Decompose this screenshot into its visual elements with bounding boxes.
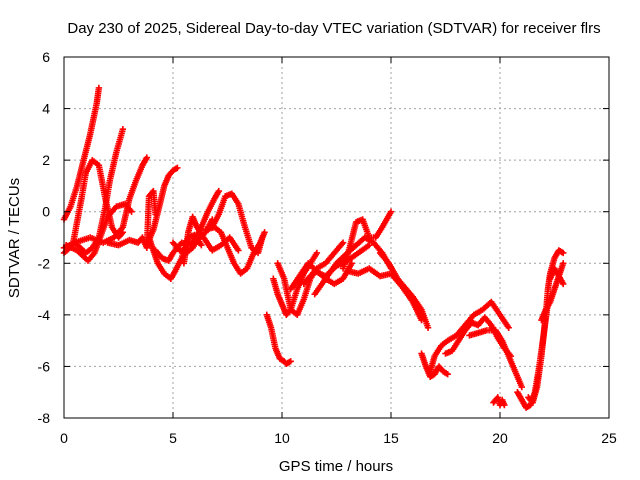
series-sat-track-1 [60,84,103,223]
y-tick-label: 4 [42,101,50,117]
x-tick-label: 15 [383,430,399,446]
series-sat-track-21 [344,265,425,324]
plot-frame [63,56,610,419]
data-point [261,229,268,236]
x-axis-title: GPS time / hours [279,458,393,475]
data-point [287,358,294,365]
y-tick-label: -2 [38,255,51,271]
series-sat-track-14 [263,311,294,368]
x-tick-label: 5 [169,430,177,446]
data-point [339,239,347,246]
series-sat-track-23 [418,350,451,380]
series-sat-track-6 [104,187,159,252]
data-point [366,242,373,249]
y-tick-label: -8 [38,410,51,426]
data-point [143,154,151,161]
x-tick-label: 10 [274,430,290,446]
x-tick-label: 25 [601,430,617,446]
series-sat-track-13 [209,190,266,257]
data-point [560,280,567,288]
data-point [560,260,567,267]
series-sat-track-26 [466,327,525,391]
series-sat-track-5 [71,154,151,246]
data-point [259,234,266,241]
data-point [444,370,451,378]
x-tick-label: 20 [492,430,508,446]
data-point [501,401,508,409]
data-point [424,324,432,331]
series-sat-track-22 [376,249,432,331]
data-point [198,242,205,249]
y-tick-label: -6 [38,358,51,374]
data-point [387,208,395,215]
data-point [348,260,355,267]
data-point [174,164,181,172]
series-sat-track-29 [525,247,567,406]
data-point [505,324,512,331]
data-point [560,249,567,257]
y-tick-label: 6 [42,49,50,65]
series-sat-track-8 [145,231,205,282]
x-tick-label: 0 [60,430,68,446]
data-point [518,383,525,391]
marks-layer [60,84,567,411]
y-axis-title: SDTVAR / TECUs [6,178,23,298]
chart-title: Day 230 of 2025, Sidereal Day-to-day VTE… [67,20,600,37]
series-sat-track-20 [339,208,395,272]
data-point [215,187,222,195]
y-tick-label: -4 [38,307,51,323]
y-tick-label: 2 [42,152,50,168]
data-point [119,126,127,133]
series-sat-track-11 [180,213,242,267]
y-tick-label: 0 [42,204,50,220]
data-point [95,84,103,92]
series-sat-track-16 [274,239,347,319]
ticks-layer: 0 5 10 15 20 25 -8 -6 -4 -2 0 2 4 6 [38,49,617,446]
series-sat-track-27 [490,394,508,409]
series-sat-track-31 [546,265,567,288]
data-point [235,247,242,254]
data-point [313,249,321,257]
